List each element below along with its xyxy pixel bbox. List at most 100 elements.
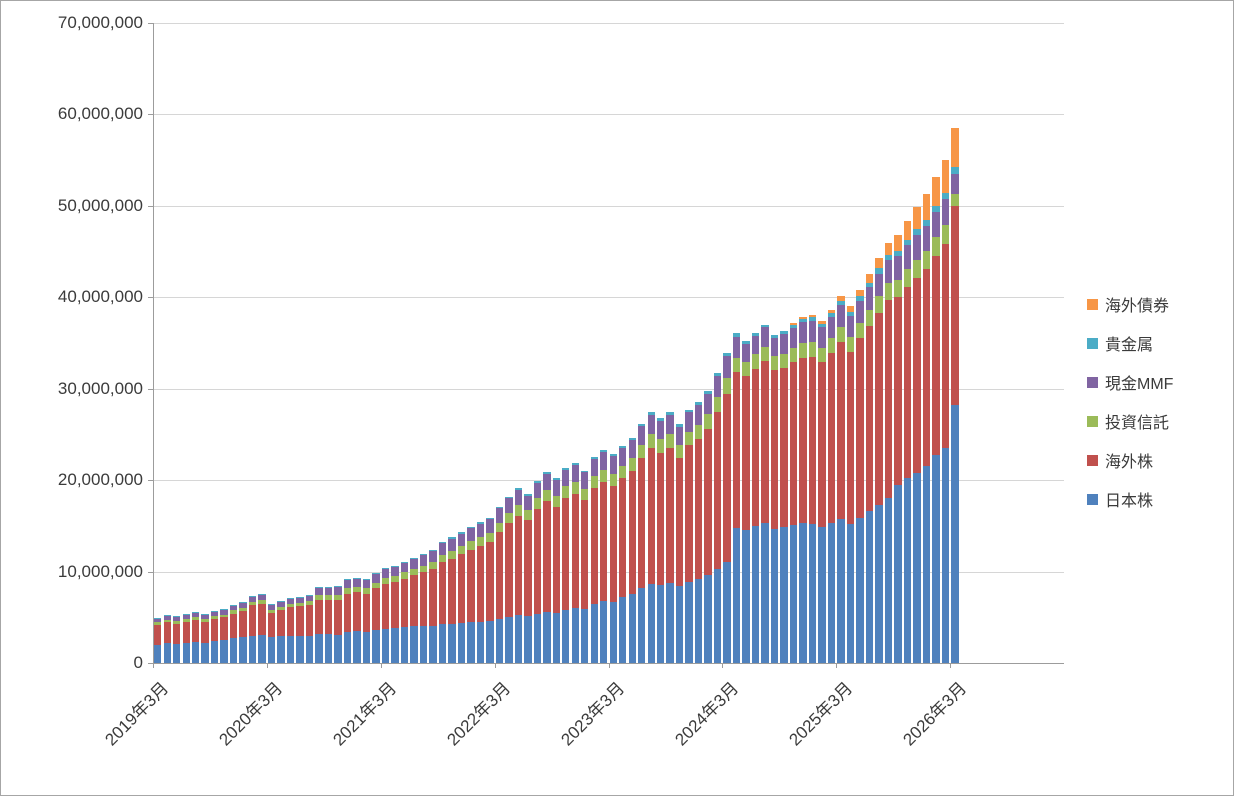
bar-segment-cash-mmf [951,173,959,194]
bar-segment-foreign-stocks [780,367,788,527]
bar-segment-mutual-funds [258,599,266,604]
bar-segment-mutual-funds [609,473,617,486]
bar-segment-foreign-stocks [543,501,551,612]
bar-segment-foreign-bonds [903,221,912,240]
legend-swatch-precious-metals [1087,337,1098,349]
bar-segment-cash-mmf [713,375,722,397]
bar-segment-mutual-funds [476,536,485,546]
bar-segment-mutual-funds [505,513,513,524]
bar-segment-precious-metals [410,557,418,559]
gridline [153,480,1064,482]
bar-segment-foreign-stocks [941,244,950,449]
bar-segment-japan-stocks [353,631,361,663]
bar-segment-japan-stocks [590,603,598,663]
bar-segment-foreign-stocks [514,515,523,616]
bar-segment-cash-mmf [476,523,485,537]
bar-segment-cash-mmf [685,412,693,432]
bar-segment-japan-stocks [619,597,627,663]
bar-segment-mutual-funds [656,439,665,453]
bar-segment-foreign-stocks [353,591,361,631]
gridline [153,205,1064,207]
bar-segment-cash-mmf [486,519,494,534]
bar-segment-foreign-stocks [419,572,428,627]
bar-segment-foreign-stocks [305,605,314,636]
bar-segment-mutual-funds [173,621,181,624]
bar-segment-japan-stocks [448,623,456,663]
bar-segment-cash-mmf [438,543,447,555]
x-axis-tick [494,663,496,668]
bar-segment-foreign-stocks [495,532,504,620]
legend-item-label: 海外株 [1105,454,1154,471]
legend-swatch-cash-mmf [1087,376,1098,388]
bar-segment-cash-mmf [903,245,912,270]
bar-segment-precious-metals [903,239,912,246]
bar-segment-precious-metals [334,586,342,588]
bar-segment-cash-mmf [334,587,342,596]
gridline [153,388,1064,390]
bar-segment-cash-mmf [751,335,760,355]
bar-segment-foreign-stocks [438,562,447,624]
bar-segment-precious-metals [951,167,959,174]
bar-segment-precious-metals [922,219,931,226]
bar-segment-mutual-funds [875,296,883,313]
bar-segment-cash-mmf [770,337,779,357]
legend-swatch-foreign-stocks [1087,454,1098,466]
bar-segment-cash-mmf [514,490,523,506]
bar-segment-cash-mmf [305,595,314,602]
bar-segment-precious-metals [533,481,542,483]
bar-segment-japan-stocks [732,527,741,663]
bar-segment-mutual-funds [647,434,655,449]
bar-segment-precious-metals [324,587,333,589]
bar-segment-mutual-funds [628,458,636,471]
bar-segment-cash-mmf [818,327,826,348]
bar-segment-mutual-funds [467,540,475,550]
bar-segment-cash-mmf [286,598,295,604]
bar-segment-cash-mmf [391,566,399,576]
bar-segment-precious-metals [486,518,494,520]
bar-segment-foreign-stocks [922,268,931,467]
bar-segment-foreign-stocks [808,356,817,525]
bar-segment-foreign-stocks [827,353,836,524]
bar-segment-foreign-stocks [656,452,665,586]
bar-segment-japan-stocks [429,625,437,663]
x-axis-tick [836,663,838,668]
bar-segment-japan-stocks [581,609,589,663]
bar-segment-cash-mmf [343,580,352,589]
bar-segment-mutual-funds [903,269,912,288]
y-axis-tick [148,571,153,573]
bar-segment-japan-stocks [229,638,238,663]
bar-segment-foreign-stocks [201,621,209,643]
bar-segment-foreign-stocks [448,558,456,624]
bar-segment-cash-mmf [600,452,608,471]
bar-segment-japan-stocks [571,608,579,663]
legend-item-foreign-stocks: 海外株 [1087,448,1173,472]
bar-segment-foreign-bonds [913,207,921,230]
bar-segment-foreign-stocks [894,297,902,485]
bar-segment-cash-mmf [913,235,921,260]
bar-segment-cash-mmf [780,334,788,354]
bar-segment-cash-mmf [638,426,646,445]
x-axis-tick-label: 2026年3月 [898,678,970,750]
bar-segment-precious-metals [419,554,428,556]
bar-segment-japan-stocks [685,581,693,663]
bar-segment-cash-mmf [400,562,409,573]
bar-segment-precious-metals [581,470,589,473]
bar-segment-japan-stocks [514,615,523,663]
bar-segment-japan-stocks [192,641,200,663]
bar-segment-cash-mmf [894,256,902,280]
bar-segment-cash-mmf [182,614,190,620]
bar-segment-japan-stocks [173,643,181,663]
bar-segment-mutual-funds [277,606,285,610]
bar-segment-precious-metals [751,332,760,336]
bar-segment-precious-metals [647,412,655,416]
bar-segment-precious-metals [372,572,380,574]
bar-segment-foreign-bonds [941,159,950,193]
bar-segment-japan-stocks [894,484,902,663]
bar-segment-precious-metals [932,205,940,212]
y-axis-tick [148,205,153,207]
bar-segment-cash-mmf [419,555,428,566]
bar-segment-mutual-funds [751,354,760,369]
bar-segment-mutual-funds [201,619,209,622]
bar-segment-japan-stocks [846,524,855,663]
bar-segment-cash-mmf [457,533,466,546]
